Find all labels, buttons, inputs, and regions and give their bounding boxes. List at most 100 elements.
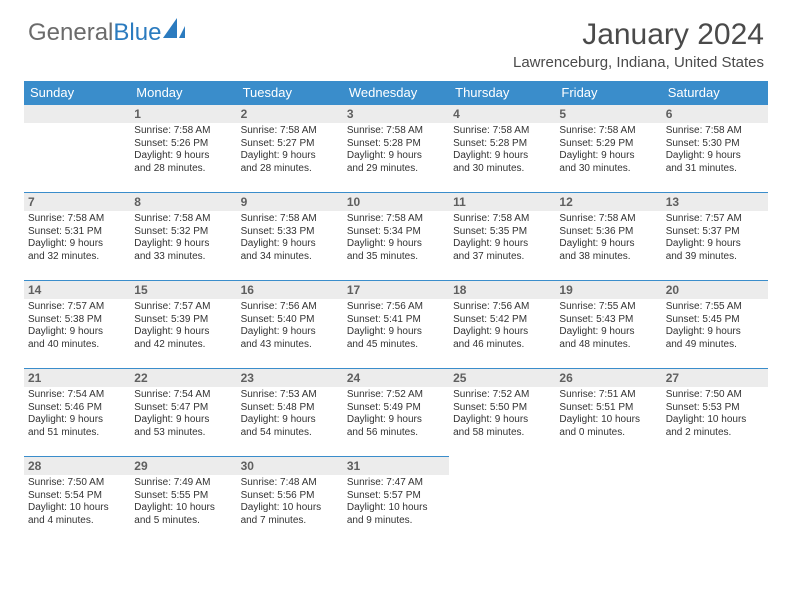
calendar-cell [555,456,661,544]
calendar-cell [449,456,555,544]
sunrise-line: Sunrise: 7:57 AM [28,301,126,314]
daylight-line1: Daylight: 9 hours [134,150,232,163]
calendar-cell: 9Sunrise: 7:58 AMSunset: 5:33 PMDaylight… [237,192,343,280]
daylight-line2: and 40 minutes. [28,339,126,352]
day-number-band: 31 [343,456,449,475]
daylight-line1: Daylight: 9 hours [453,414,551,427]
day-number-band: 6 [662,104,768,123]
daylight-line1: Daylight: 9 hours [559,326,657,339]
calendar-cell: 31 Sunrise: 7:47 AMSunset: 5:57 PMDayligh… [343,456,449,544]
calendar-cell: 10Sunrise: 7:58 AMSunset: 5:34 PMDayligh… [343,192,449,280]
daylight-line1: Daylight: 9 hours [453,238,551,251]
sunrise-line: Sunrise: 7:47 AM [347,477,445,490]
daylight-line2: and 35 minutes. [347,251,445,264]
day-info: Sunrise: 7:54 AMSunset: 5:47 PMDaylight:… [134,389,232,439]
sunset-line: Sunset: 5:30 PM [666,138,764,151]
calendar-row: 28Sunrise: 7:50 AMSunset: 5:54 PMDayligh… [24,456,768,544]
day-info: Sunrise: 7:56 AMSunset: 5:42 PMDaylight:… [453,301,551,351]
day-number-band: 27 [662,368,768,387]
sunrise-line: Sunrise: 7:52 AM [347,389,445,402]
sunrise-line: Sunrise: 7:58 AM [559,125,657,138]
day-number-band: 5 [555,104,661,123]
daylight-line2: and 34 minutes. [241,251,339,264]
day-number-band: 15 [130,280,236,299]
daylight-line2: and 53 minutes. [134,427,232,440]
day-info: Sunrise: 7:58 AMSunset: 5:33 PMDaylight:… [241,213,339,263]
sunrise-line: Sunrise: 7:58 AM [241,125,339,138]
day-number-band: 16 [237,280,343,299]
sunrise-line: Sunrise: 7:55 AM [559,301,657,314]
month-title: January 2024 [513,18,764,52]
day-info: Sunrise: 7:58 AMSunset: 5:27 PMDaylight:… [241,125,339,175]
sunrise-line: Sunrise: 7:54 AM [28,389,126,402]
sunrise-line: Sunrise: 7:57 AM [134,301,232,314]
daylight-line2: and 58 minutes. [453,427,551,440]
daylight-line1: Daylight: 9 hours [241,238,339,251]
daylight-line2: and 32 minutes. [28,251,126,264]
calendar-cell: 18 Sunrise: 7:56 AMSunset: 5:42 PMDayligh… [449,280,555,368]
calendar-cell: 30 Sunrise: 7:48 AMSunset: 5:56 PMDayligh… [237,456,343,544]
day-info: Sunrise: 7:57 AMSunset: 5:39 PMDaylight:… [134,301,232,351]
calendar-cell: 4Sunrise: 7:58 AMSunset: 5:28 PMDaylight… [449,104,555,192]
calendar-cell: 5 Sunrise: 7:58 AMSunset: 5:29 PMDaylight… [555,104,661,192]
day-number-band: 1 [130,104,236,123]
day-number-band: 26 [555,368,661,387]
sunset-line: Sunset: 5:55 PM [134,490,232,503]
day-info: Sunrise: 7:55 AMSunset: 5:45 PMDaylight:… [666,301,764,351]
calendar-cell: 15 Sunrise: 7:57 AMSunset: 5:39 PMDayligh… [130,280,236,368]
day-number-band-empty [24,104,130,123]
calendar-cell [24,104,130,192]
daylight-line2: and 49 minutes. [666,339,764,352]
day-info: Sunrise: 7:58 AMSunset: 5:30 PMDaylight:… [666,125,764,175]
sunrise-line: Sunrise: 7:58 AM [134,213,232,226]
sunrise-line: Sunrise: 7:56 AM [241,301,339,314]
location: Lawrenceburg, Indiana, United States [513,54,764,71]
daylight-line2: and 7 minutes. [241,515,339,528]
calendar-row: 1Sunrise: 7:58 AMSunset: 5:26 PMDaylight… [24,104,768,192]
calendar-cell: 13Sunrise: 7:57 AMSunset: 5:37 PMDayligh… [662,192,768,280]
sunrise-line: Sunrise: 7:56 AM [347,301,445,314]
daylight-line2: and 9 minutes. [347,515,445,528]
day-info: Sunrise: 7:48 AMSunset: 5:56 PMDaylight:… [241,477,339,527]
day-info: Sunrise: 7:58 AMSunset: 5:29 PMDaylight:… [559,125,657,175]
daylight-line1: Daylight: 10 hours [347,502,445,515]
day-number-band: 18 [449,280,555,299]
sunrise-line: Sunrise: 7:52 AM [453,389,551,402]
day-info: Sunrise: 7:53 AMSunset: 5:48 PMDaylight:… [241,389,339,439]
day-number-band: 22 [130,368,236,387]
day-info: Sunrise: 7:47 AMSunset: 5:57 PMDaylight:… [347,477,445,527]
daylight-line1: Daylight: 9 hours [347,150,445,163]
daylight-line1: Daylight: 9 hours [134,238,232,251]
sunrise-line: Sunrise: 7:49 AM [134,477,232,490]
weekday-header: Monday [130,81,236,104]
daylight-line2: and 48 minutes. [559,339,657,352]
day-number-band: 25 [449,368,555,387]
sunset-line: Sunset: 5:56 PM [241,490,339,503]
day-info: Sunrise: 7:52 AMSunset: 5:49 PMDaylight:… [347,389,445,439]
sunset-line: Sunset: 5:49 PM [347,402,445,415]
sunset-line: Sunset: 5:43 PM [559,314,657,327]
day-info: Sunrise: 7:58 AMSunset: 5:31 PMDaylight:… [28,213,126,263]
calendar-cell: 24Sunrise: 7:52 AMSunset: 5:49 PMDayligh… [343,368,449,456]
sunset-line: Sunset: 5:57 PM [347,490,445,503]
sunset-line: Sunset: 5:39 PM [134,314,232,327]
calendar-cell: 22 Sunrise: 7:54 AMSunset: 5:47 PMDayligh… [130,368,236,456]
daylight-line1: Daylight: 9 hours [134,326,232,339]
sunrise-line: Sunrise: 7:58 AM [134,125,232,138]
daylight-line2: and 51 minutes. [28,427,126,440]
calendar-cell [662,456,768,544]
day-info: Sunrise: 7:58 AMSunset: 5:32 PMDaylight:… [134,213,232,263]
weekday-header: Wednesday [343,81,449,104]
day-number-band: 3 [343,104,449,123]
calendar-cell: 28Sunrise: 7:50 AMSunset: 5:54 PMDayligh… [24,456,130,544]
daylight-line2: and 5 minutes. [134,515,232,528]
daylight-line2: and 39 minutes. [666,251,764,264]
calendar-cell: 11Sunrise: 7:58 AMSunset: 5:35 PMDayligh… [449,192,555,280]
daylight-line2: and 0 minutes. [559,427,657,440]
daylight-line1: Daylight: 9 hours [241,326,339,339]
sunset-line: Sunset: 5:35 PM [453,226,551,239]
day-number-band: 30 [237,456,343,475]
weekday-header: Friday [555,81,661,104]
sunset-line: Sunset: 5:47 PM [134,402,232,415]
day-number-band: 10 [343,192,449,211]
